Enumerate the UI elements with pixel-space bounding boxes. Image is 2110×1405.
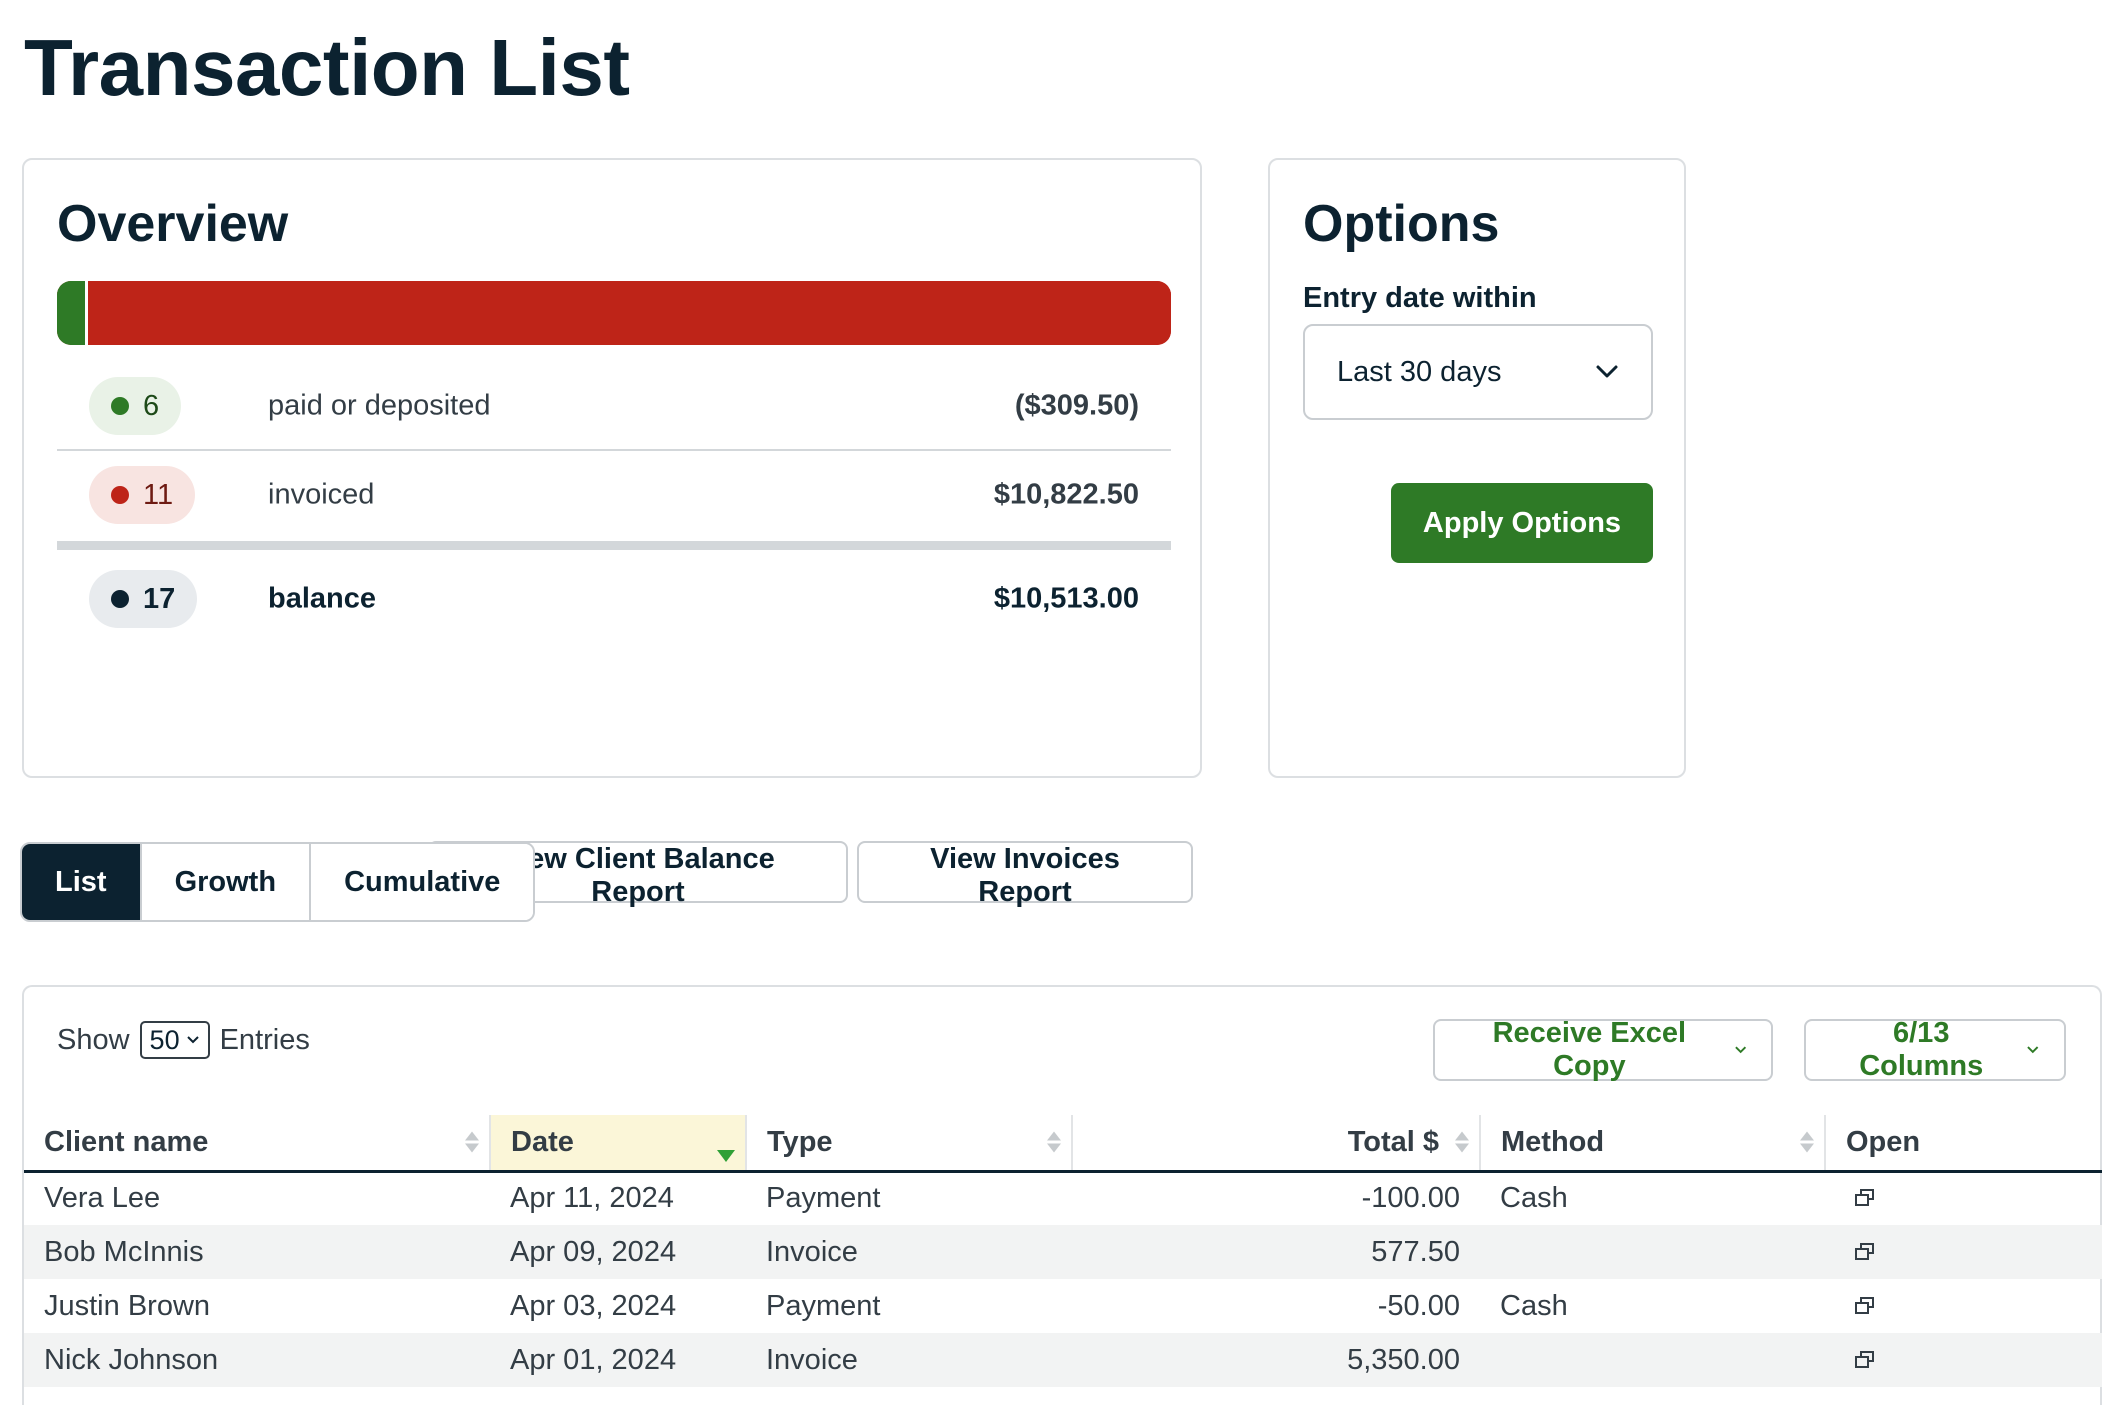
balance-count-badge: 17 [89, 570, 198, 628]
show-entries-control: Show 50 Entries [57, 1021, 310, 1059]
table-row: Bob McInnis Apr 09, 2024 Invoice 577.50 [24, 1225, 2102, 1279]
show-label: Show [57, 1023, 130, 1056]
options-title: Options [1303, 195, 1500, 253]
entry-date-select[interactable]: Last 30 days [1303, 324, 1653, 420]
column-header-total[interactable]: Total $ [1072, 1115, 1481, 1173]
balance-amount: $10,513.00 [993, 582, 1139, 615]
sort-icon [1047, 1131, 1061, 1153]
cell-total: 5,350.00 [1072, 1333, 1480, 1387]
paid-count-badge: 6 [89, 377, 182, 435]
entry-date-label: Entry date within [1303, 282, 1537, 314]
cell-total: 577.50 [1072, 1225, 1480, 1279]
open-in-new-window-icon[interactable] [1855, 1350, 1875, 1369]
invoiced-count: 11 [143, 478, 174, 511]
cell-open [1825, 1333, 2102, 1387]
cell-client-name: Justin Brown [44, 1289, 211, 1322]
cell-method [1480, 1225, 1825, 1279]
paid-label: paid or deposited [268, 389, 491, 422]
transactions-table: Client name Date Type Total $ Method [24, 1115, 2102, 1387]
receive-excel-copy-button[interactable]: Receive Excel Copy [1433, 1017, 1773, 1082]
columns-button-label: 6/13 Columns [1859, 1017, 1984, 1082]
cell-client-name: Vera Lee [44, 1182, 161, 1215]
balance-dot-icon [111, 590, 129, 608]
chevron-down-icon [1734, 1046, 1746, 1054]
cell-client-name: Bob McInnis [24, 1225, 490, 1279]
apply-options-button[interactable]: Apply Options [1391, 483, 1653, 563]
cell-open [1825, 1279, 2102, 1333]
table-header-row: Client name Date Type Total $ Method [24, 1115, 2102, 1173]
column-header-date[interactable]: Date [490, 1115, 747, 1173]
tab-growth[interactable]: Growth [141, 844, 312, 920]
open-in-new-window-icon[interactable] [1855, 1189, 1875, 1207]
page-title: Transaction List [24, 23, 630, 112]
column-header-type[interactable]: Type [746, 1115, 1073, 1173]
cell-date: Apr 09, 2024 [490, 1225, 746, 1279]
cell-total: -100.00 [1361, 1182, 1460, 1215]
cell-open [1825, 1225, 2102, 1279]
columns-toggle-button[interactable]: 6/13 Columns [1804, 1017, 2066, 1082]
cell-date: Apr 11, 2024 [510, 1182, 674, 1215]
open-in-new-window-icon[interactable] [1855, 1296, 1875, 1315]
chevron-down-icon [186, 1036, 199, 1044]
invoiced-row: 11 invoiced $10,822.50 [57, 453, 1171, 550]
view-tabs: List Growth Cumulative [20, 842, 536, 922]
column-header-open: Open [1825, 1115, 2102, 1173]
table-row: Vera Lee Apr 11, 2024 Payment -100.00 Ca… [24, 1171, 2102, 1225]
cell-date: Apr 01, 2024 [490, 1333, 746, 1387]
chevron-down-icon [2027, 1046, 2039, 1054]
cell-method [1480, 1333, 1825, 1387]
cell-type: Payment [766, 1182, 881, 1215]
paid-amount: ($309.50) [1014, 389, 1139, 422]
transactions-table-card: Show 50 Entries Receive Excel Copy 6/13 … [22, 985, 2102, 1405]
excel-button-label: Receive Excel Copy [1492, 1017, 1687, 1082]
cell-client-name: Nick Johnson [24, 1333, 490, 1387]
sort-icon [465, 1131, 479, 1153]
balance-count: 17 [143, 582, 176, 615]
paid-count: 6 [143, 389, 160, 422]
table-row: Justin Brown Apr 03, 2024 Payment -50.00… [24, 1279, 2102, 1333]
entries-per-page-select[interactable]: 50 [139, 1021, 210, 1059]
open-in-new-window-icon[interactable] [1855, 1242, 1875, 1261]
column-header-method[interactable]: Method [1480, 1115, 1826, 1173]
invoiced-amount: $10,822.50 [993, 478, 1139, 511]
entries-label: Entries [219, 1023, 310, 1056]
cell-type: Payment [766, 1289, 881, 1322]
options-card: Options Entry date within Last 30 days A… [1268, 158, 1686, 778]
cell-method: Cash [1500, 1182, 1568, 1215]
cell-type: Invoice [746, 1333, 1072, 1387]
tab-list[interactable]: List [22, 844, 142, 920]
column-header-client-name[interactable]: Client name [24, 1115, 491, 1173]
balance-label: balance [268, 582, 376, 615]
sort-descending-icon [717, 1149, 735, 1162]
sort-icon [1455, 1131, 1469, 1153]
cell-date: Apr 03, 2024 [510, 1289, 677, 1322]
invoiced-label: invoiced [268, 478, 375, 511]
cell-open [1825, 1171, 2102, 1225]
invoiced-count-badge: 11 [89, 466, 196, 524]
invoiced-segment [88, 281, 1171, 345]
entries-value: 50 [149, 1024, 180, 1055]
balance-progress-bar [57, 281, 1171, 345]
overview-card: Overview 6 paid or deposited ($309.50) 1… [22, 158, 1202, 908]
paid-dot-icon [111, 397, 129, 415]
cell-total: -50.00 [1377, 1289, 1460, 1322]
paid-row: 6 paid or deposited ($309.50) [57, 363, 1171, 451]
sort-icon [1800, 1131, 1814, 1153]
entry-date-value: Last 30 days [1337, 355, 1502, 388]
paid-segment [57, 281, 89, 345]
cell-type: Invoice [746, 1225, 1072, 1279]
chevron-down-icon [1596, 365, 1618, 378]
tab-cumulative[interactable]: Cumulative [311, 844, 534, 920]
balance-row: 17 balance $10,513.00 [57, 555, 1171, 643]
cell-method: Cash [1500, 1289, 1568, 1322]
view-invoices-report-button[interactable]: View Invoices Report [857, 841, 1193, 908]
invoiced-dot-icon [111, 486, 129, 504]
overview-title: Overview [57, 195, 289, 253]
table-row: Nick Johnson Apr 01, 2024 Invoice 5,350.… [24, 1333, 2102, 1387]
